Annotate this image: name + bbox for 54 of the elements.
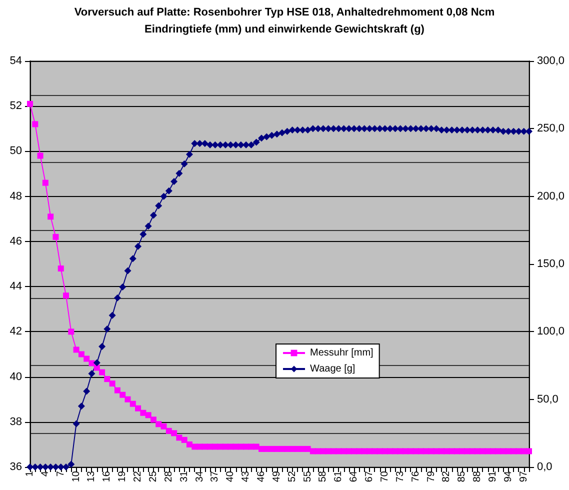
x-tick-label: 52 bbox=[286, 470, 298, 482]
legend-label: Messuhr [mm] bbox=[310, 348, 374, 358]
x-tick-label: 97 bbox=[518, 470, 530, 482]
x-tick-label: 73 bbox=[394, 470, 406, 482]
x-tick-label: 40 bbox=[225, 470, 236, 482]
x-tick-label: 16 bbox=[102, 470, 113, 482]
y2-tick-label: 200,0 bbox=[537, 190, 565, 202]
x-tick-label: 82 bbox=[441, 470, 452, 482]
y2-tick-label: 50,0 bbox=[537, 393, 558, 406]
x-tick-label: 94 bbox=[502, 470, 514, 482]
y-tick-label: 40 bbox=[10, 370, 22, 383]
x-tick-label: 46 bbox=[256, 470, 267, 482]
y-tick-label: 48 bbox=[10, 190, 22, 202]
x-tick-label: 10 bbox=[70, 470, 82, 482]
x-tick-label: 88 bbox=[472, 470, 484, 482]
x-tick-label: 49 bbox=[271, 470, 282, 482]
x-tick-label: 4 bbox=[40, 470, 51, 477]
x-tick-label: 85 bbox=[456, 470, 468, 482]
legend-label: Waage [g] bbox=[310, 364, 356, 374]
y2-tick-label: 0,0 bbox=[537, 461, 552, 473]
x-tick-label: 43 bbox=[240, 470, 252, 482]
x-tick-label: 1 bbox=[24, 470, 36, 477]
x-tick-label: 28 bbox=[163, 470, 174, 482]
x-tick-label: 58 bbox=[318, 470, 329, 482]
y2-tick-label: 100,0 bbox=[537, 326, 565, 338]
chart-subtitle: Eindringtiefe (mm) und einwirkende Gewichtskraft (g) bbox=[144, 24, 425, 36]
x-tick-label: 13 bbox=[86, 470, 98, 482]
x-tick-label: 19 bbox=[117, 470, 128, 482]
x-tick-label: 64 bbox=[348, 470, 360, 482]
x-tick-label: 91 bbox=[487, 470, 498, 482]
x-tick-label: 25 bbox=[148, 470, 159, 482]
y2-tick-label: 300,0 bbox=[537, 55, 565, 67]
x-tick-label: 37 bbox=[210, 470, 221, 482]
y-tick-label: 44 bbox=[10, 280, 22, 293]
y-tick-label: 42 bbox=[10, 326, 22, 338]
x-tick-label: 61 bbox=[333, 470, 344, 482]
x-tick-label: 70 bbox=[379, 470, 390, 482]
x-tick-label: 34 bbox=[194, 470, 206, 482]
y-tick-label: 52 bbox=[10, 100, 22, 112]
x-tick-label: 67 bbox=[364, 470, 376, 482]
chart-title: Vorversuch auf Platte: Rosenbohrer Typ HSE 018, Anhaltedrehmoment 0,08 Ncm bbox=[74, 6, 495, 18]
y-tick-label: 38 bbox=[10, 416, 22, 428]
x-tick-label: 7 bbox=[55, 470, 66, 477]
x-tick-label: 55 bbox=[302, 470, 314, 482]
x-tick-label: 22 bbox=[132, 470, 144, 482]
y2-tick-label: 150,0 bbox=[537, 258, 565, 270]
y-tick-label: 36 bbox=[10, 461, 22, 473]
y-tick-label: 50 bbox=[10, 145, 22, 158]
y2-tick-label: 250,0 bbox=[537, 122, 565, 135]
y-tick-label: 46 bbox=[10, 235, 22, 248]
x-tick-label: 79 bbox=[426, 470, 437, 482]
x-tick-label: 31 bbox=[178, 470, 190, 482]
x-tick-label: 76 bbox=[410, 470, 422, 482]
y-tick-label: 54 bbox=[10, 55, 22, 67]
